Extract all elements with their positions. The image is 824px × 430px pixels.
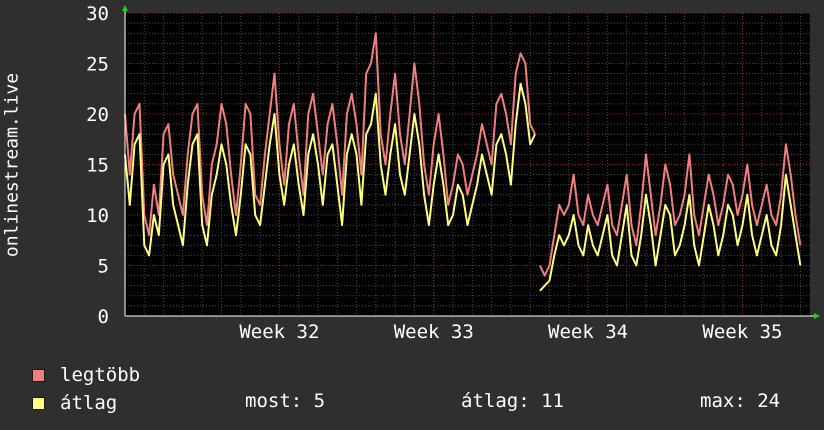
y-tick-label: 10	[86, 205, 109, 227]
y-tick-label: 5	[98, 256, 109, 278]
legend-swatch-avg	[32, 397, 45, 410]
stat-current: most: 5	[245, 390, 326, 412]
y-tick-label: 30	[86, 3, 109, 25]
x-tick-label: Week 32	[239, 321, 319, 343]
series-line-avg-1	[539, 173, 802, 292]
stat-average: átlag: 11	[461, 390, 564, 412]
x-axis-arrow	[814, 313, 820, 319]
y-axis-title: onlinestream.live	[1, 72, 23, 258]
x-tick-label: Week 35	[702, 321, 782, 343]
x-tick-label: Week 33	[394, 321, 474, 343]
stat-max: max: 24	[700, 390, 781, 412]
y-tick-label: 15	[86, 155, 109, 177]
series-line-avg-0	[124, 82, 536, 257]
y-tick-label: 0	[98, 306, 109, 328]
x-tick-label: Week 34	[548, 321, 628, 343]
legend-label-max: legtöbb	[60, 364, 141, 386]
y-tick-label: 25	[86, 54, 109, 76]
legend-swatch-max	[32, 369, 45, 382]
y-axis-arrow	[122, 5, 128, 11]
series-line-max-0	[124, 32, 536, 237]
y-tick-label: 20	[86, 104, 109, 126]
series-line-max-1	[538, 143, 802, 277]
legend-label-avg: átlag	[60, 392, 118, 414]
